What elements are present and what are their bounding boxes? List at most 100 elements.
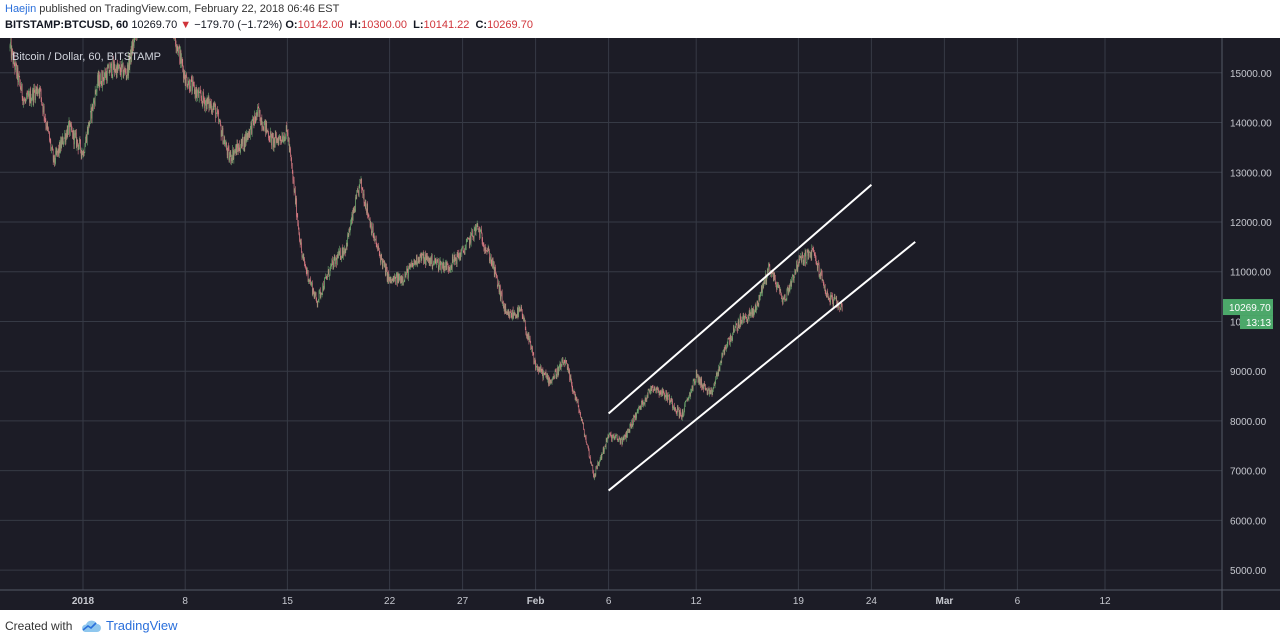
candle-body xyxy=(496,275,497,277)
candle-body xyxy=(672,400,673,408)
candle-body xyxy=(599,458,601,461)
candle-body xyxy=(279,135,281,140)
candle-body xyxy=(725,346,726,348)
candle-body xyxy=(520,310,521,312)
candle-body xyxy=(744,315,746,318)
candle-body xyxy=(443,261,445,272)
candle-body xyxy=(178,47,179,53)
candle-body xyxy=(408,265,410,269)
candle-body xyxy=(697,374,699,382)
candle-body xyxy=(535,366,537,370)
candle-body xyxy=(801,257,802,263)
candle-body xyxy=(400,278,402,284)
candle-body xyxy=(520,306,522,312)
candle-body xyxy=(335,259,336,265)
candle-body xyxy=(518,308,519,318)
y-tick-label: 5000.00 xyxy=(1230,566,1267,577)
candle-body xyxy=(362,189,364,196)
candle-body xyxy=(708,389,710,395)
candle-body xyxy=(243,148,244,150)
candle-body xyxy=(180,50,181,64)
candle-body xyxy=(560,363,561,370)
candle-body xyxy=(538,368,540,372)
candle-body xyxy=(189,80,190,91)
candle-body xyxy=(51,148,52,150)
candle-body xyxy=(757,303,759,306)
candle-body xyxy=(813,249,814,253)
candle-body xyxy=(330,263,332,266)
candle-body xyxy=(410,264,412,267)
candle-body xyxy=(193,82,194,85)
candle-body xyxy=(414,261,416,265)
candle-body xyxy=(706,388,707,390)
candle-body xyxy=(712,387,714,391)
candle-body xyxy=(63,142,64,145)
candle-body xyxy=(838,305,840,308)
candle-body xyxy=(625,434,626,440)
candle-body xyxy=(270,132,271,142)
candle-body xyxy=(106,72,107,82)
candle-body xyxy=(431,255,433,267)
candle-body xyxy=(764,282,765,284)
candle-body xyxy=(276,136,277,143)
candle-body xyxy=(305,266,306,268)
candlestick-chart[interactable]: 5000.006000.007000.008000.009000.0010000… xyxy=(0,38,1280,610)
candle-body xyxy=(535,361,536,370)
candle-body xyxy=(716,373,717,380)
candle-body xyxy=(458,256,460,260)
candle-body xyxy=(456,252,458,264)
candle-body xyxy=(260,121,261,125)
candle-body xyxy=(402,276,404,283)
candle-body xyxy=(399,276,401,278)
x-tick-label: 2018 xyxy=(72,596,95,607)
candle-body xyxy=(748,311,750,319)
candle-body xyxy=(367,204,368,215)
candle-body xyxy=(722,354,723,356)
candle-body xyxy=(465,247,466,249)
candle-body xyxy=(222,128,224,145)
candle-body xyxy=(31,98,33,100)
candle-body xyxy=(61,140,62,148)
candle-body xyxy=(611,436,612,441)
candle-body xyxy=(459,253,460,260)
x-tick-label: Feb xyxy=(527,596,545,607)
candle-body xyxy=(244,137,246,148)
candle-body xyxy=(250,122,252,127)
candle-body xyxy=(649,390,651,394)
candle-body xyxy=(562,359,564,366)
tradingview-brand[interactable]: TradingView xyxy=(106,618,178,633)
candle-body xyxy=(29,91,31,103)
candle-body xyxy=(91,104,93,119)
channel-upper-line[interactable] xyxy=(607,183,873,415)
author-link[interactable]: Haejin xyxy=(5,3,37,15)
candle-body xyxy=(722,351,724,356)
candle-body xyxy=(387,272,389,281)
candle-body xyxy=(656,387,657,393)
candle-body xyxy=(517,307,519,318)
candle-body xyxy=(723,350,724,352)
candle-body xyxy=(250,126,251,136)
candle-body xyxy=(65,134,66,142)
candle-body xyxy=(66,133,67,138)
candle-body xyxy=(703,383,705,390)
candle-body xyxy=(191,79,193,91)
candle-body xyxy=(740,319,742,325)
candle-body xyxy=(108,64,109,69)
candle-body xyxy=(93,100,95,102)
candle-body xyxy=(596,467,598,469)
candle-body xyxy=(569,371,570,381)
candle-body xyxy=(607,437,608,442)
candle-body xyxy=(70,124,72,125)
candle-body xyxy=(818,263,819,266)
candle-body xyxy=(68,121,70,124)
candle-body xyxy=(459,253,461,259)
candle-body xyxy=(669,394,670,404)
channel-lower-line[interactable] xyxy=(607,241,916,492)
candle-body xyxy=(661,390,662,395)
chart-area[interactable]: 5000.006000.007000.008000.009000.0010000… xyxy=(0,38,1280,610)
candle-body xyxy=(349,228,350,233)
candle-body xyxy=(365,202,367,210)
candle-body xyxy=(215,113,217,118)
candle-body xyxy=(351,214,353,221)
candle-body xyxy=(793,276,795,281)
